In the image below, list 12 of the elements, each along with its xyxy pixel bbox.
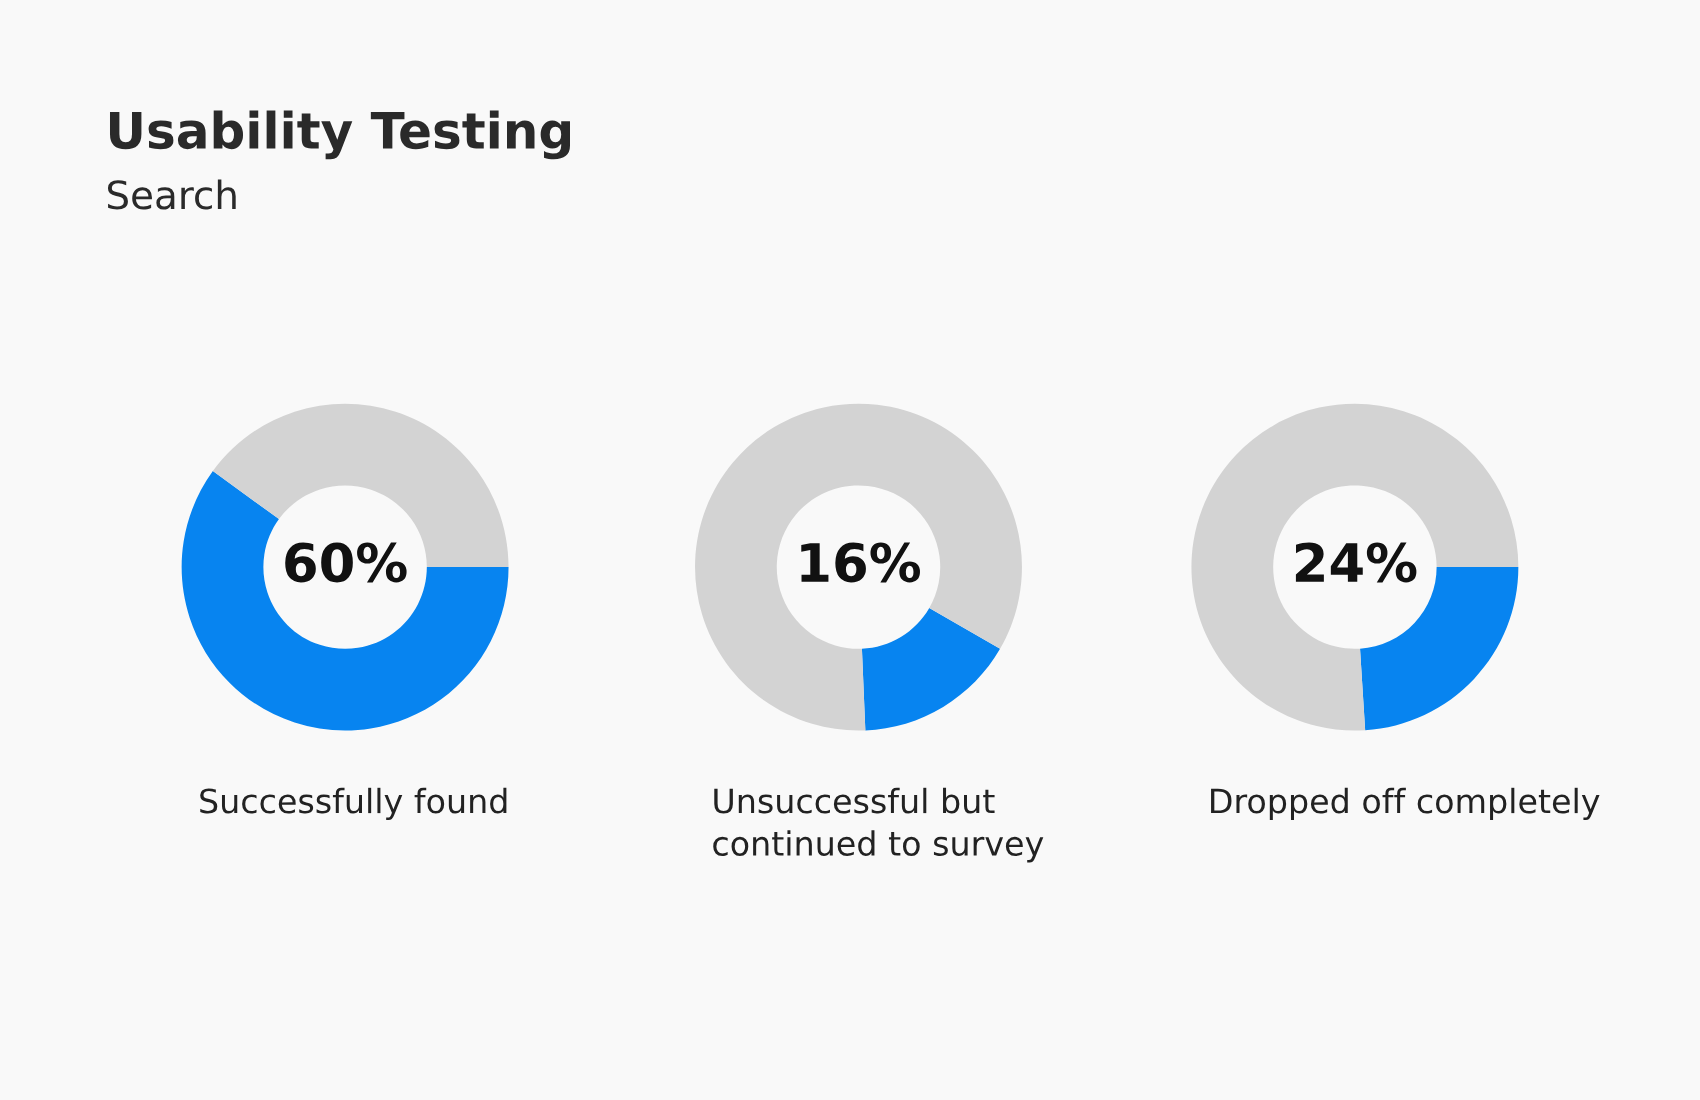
- donut-slice: [695, 403, 1022, 731]
- donut-slice: [1191, 403, 1519, 731]
- text: 16%: [801, 542, 920, 583]
- chart-title: Usability Testing: [109, 110, 570, 160]
- slice-label: Dropped off completely: [1211, 787, 1600, 821]
- donut-slice: [181, 471, 509, 731]
- slice-label: Unsuccessful but continued to survey: [713, 787, 1044, 863]
- donut-slice: [861, 607, 1001, 731]
- chart-subtitle: Search: [107, 179, 236, 210]
- text: 60%: [285, 542, 407, 583]
- slice-label: Successfully found: [200, 787, 507, 821]
- text: 24%: [1295, 542, 1417, 583]
